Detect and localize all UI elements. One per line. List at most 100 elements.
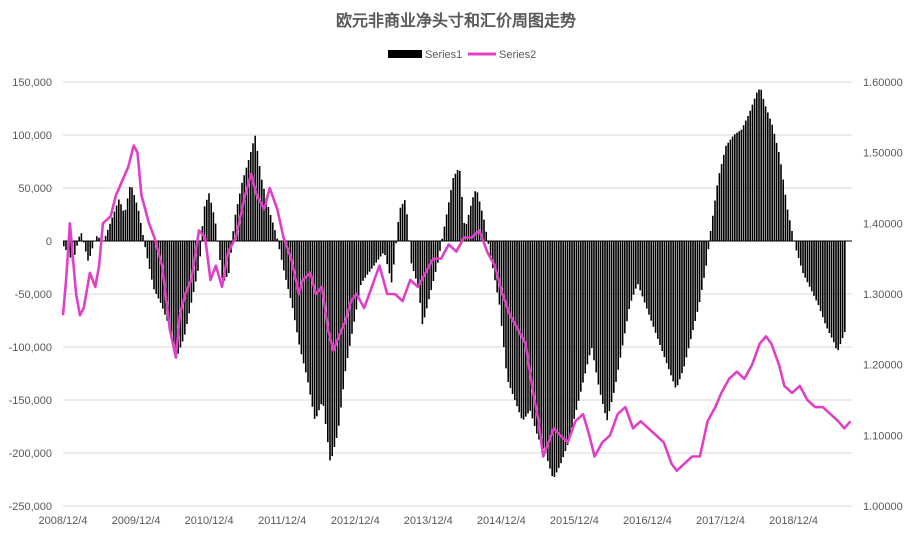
series1-bar	[120, 204, 122, 241]
series1-bar	[302, 241, 305, 364]
series1-bar	[197, 241, 199, 271]
series1-bar	[670, 241, 672, 376]
series1-bar	[320, 241, 322, 405]
series1-bar	[467, 214, 470, 241]
series1-bar	[764, 106, 767, 241]
series1-bar	[815, 241, 817, 301]
series1-bar	[639, 241, 641, 291]
series1-bar	[74, 241, 76, 255]
series1-bar	[333, 241, 336, 447]
series1-bar	[789, 220, 791, 241]
series1-bar	[80, 233, 83, 241]
series1-bar	[617, 241, 619, 370]
right-axis-ticks: 1.60000 1.50000 1.40000 1.30000 1.20000 1.100…	[863, 77, 903, 513]
series1-bar	[734, 134, 736, 241]
series1-bar	[210, 202, 212, 241]
series1-bar	[749, 110, 751, 241]
series1-bar	[104, 235, 107, 241]
series1-bar	[309, 241, 311, 395]
series1-bar	[784, 194, 787, 241]
series1-bar	[430, 241, 432, 291]
x-tick-label: 2013/12/4	[404, 515, 453, 527]
series1-bar	[767, 112, 769, 242]
series1-bar	[188, 241, 190, 314]
series1-bar	[151, 241, 153, 280]
series1-bar	[362, 241, 364, 281]
series1-bar	[635, 241, 637, 289]
series1-bar	[595, 241, 597, 373]
series1-bar	[366, 241, 369, 275]
series1-bar	[641, 241, 644, 297]
series1-bar	[305, 241, 307, 373]
series1-bar	[487, 241, 490, 244]
series1-bar	[503, 241, 505, 348]
series1-bar	[307, 241, 309, 383]
right-tick-label: 1.00000	[863, 501, 903, 513]
series1-bar	[668, 241, 670, 370]
series1-bar	[485, 231, 487, 241]
x-axis-ticks: 2008/12/4 2009/12/4 2010/12/4 2011/12/4 2012…	[39, 515, 818, 527]
series1-bar	[439, 241, 441, 251]
series1-bar	[443, 226, 446, 241]
series1-bar	[243, 175, 245, 241]
series1-bar	[267, 207, 270, 241]
series1-bar	[384, 241, 386, 256]
series1-bar	[258, 166, 261, 241]
series1-bar	[318, 241, 320, 411]
series1-bar	[346, 241, 349, 358]
series1-bar	[208, 193, 210, 241]
series1-bar	[415, 241, 417, 279]
series1-bar	[91, 241, 94, 249]
series1-bar	[533, 241, 536, 427]
series1-bar	[483, 219, 485, 241]
series1-bar	[212, 212, 215, 241]
series1-bar	[837, 241, 839, 351]
series1-bar	[170, 241, 173, 337]
series1-bar	[489, 241, 492, 257]
x-tick-label: 2010/12/4	[185, 515, 234, 527]
x-tick-label: 2011/12/4	[258, 515, 306, 527]
x-tick-label: 2009/12/4	[112, 515, 161, 527]
series1-bar	[555, 241, 558, 473]
series1-bar	[177, 241, 179, 354]
series1-bar	[206, 199, 208, 241]
series1-bar	[630, 241, 633, 301]
series1-bar	[731, 136, 734, 241]
series1-bar	[300, 241, 303, 355]
series1-bar	[175, 241, 177, 355]
series1-bar	[569, 241, 571, 438]
left-tick-label: -50,000	[15, 289, 52, 301]
series1-bar	[626, 241, 628, 322]
series1-bar	[665, 241, 668, 364]
legend-swatch-series1	[388, 50, 422, 58]
legend-label-series2: Series2	[499, 49, 536, 61]
series1-bar	[518, 241, 520, 413]
series1-bar	[760, 89, 762, 241]
series1-bar	[747, 116, 749, 241]
legend: Series1 Series2	[388, 49, 536, 61]
series1-bar	[214, 223, 217, 241]
series1-bar	[401, 203, 404, 241]
series1-bar	[377, 241, 380, 260]
series1-bar	[342, 241, 344, 390]
series1-bar	[745, 120, 747, 241]
series1-bar	[606, 241, 608, 421]
x-tick-label: 2008/12/4	[39, 515, 88, 527]
series1-bar	[195, 241, 197, 282]
series1-bar	[527, 241, 529, 414]
series1-bar	[841, 241, 844, 339]
series1-bar	[144, 241, 146, 248]
series1-bar	[712, 215, 714, 241]
series1-bar	[690, 241, 692, 340]
series1-bar	[628, 241, 630, 310]
series1-bar	[124, 209, 127, 241]
series1-bar	[661, 241, 663, 352]
series1-bar	[285, 241, 287, 280]
series1-bar	[82, 241, 85, 243]
left-tick-label: -200,000	[9, 448, 52, 460]
series1-bar	[421, 241, 424, 325]
series1-bar	[375, 241, 377, 263]
series1-bar	[324, 241, 327, 424]
